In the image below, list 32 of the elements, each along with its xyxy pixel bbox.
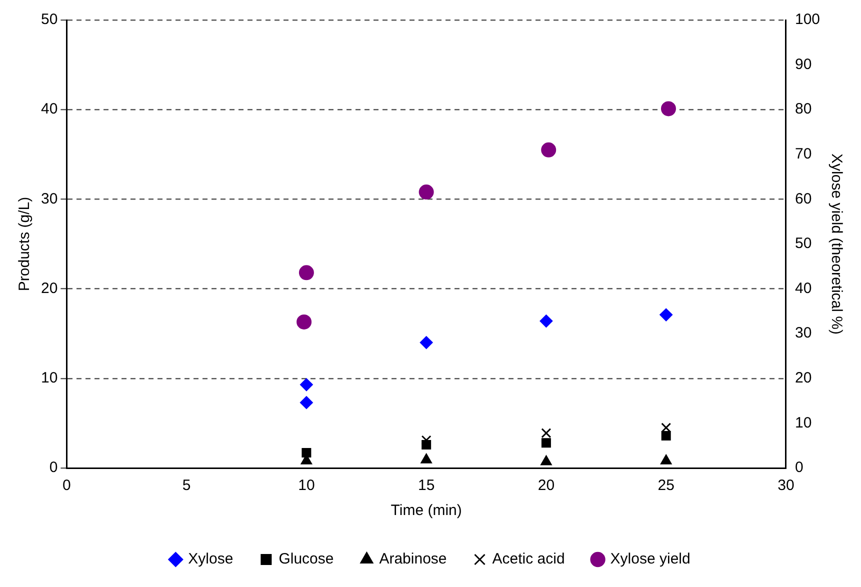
legend-label: Arabinose xyxy=(379,550,447,568)
y-tick-label: 30 xyxy=(40,190,58,208)
legend-label: Xylose yield xyxy=(610,550,690,568)
legend-label: Glucose xyxy=(278,550,334,568)
x-tick-label: 20 xyxy=(538,477,555,494)
y2-tick-label: 90 xyxy=(794,56,812,73)
y-tick-label: 20 xyxy=(40,280,58,297)
y2-tick-label: 100 xyxy=(794,11,820,28)
x-axis-title: Time (min) xyxy=(390,502,462,520)
y-axis-title: Products (g/L) xyxy=(16,196,34,292)
y2-tick-label: 40 xyxy=(794,280,812,297)
x-tick-label: 0 xyxy=(62,477,71,494)
legend-label: Xylose xyxy=(188,550,234,568)
y2-tick-label: 10 xyxy=(794,414,812,432)
y2-tick-label: 80 xyxy=(794,100,812,118)
x-tick-label: 15 xyxy=(418,477,435,494)
x-tick-label: 30 xyxy=(778,477,794,494)
legend-label: Acetic acid xyxy=(492,550,565,568)
y2-tick-label: 70 xyxy=(794,146,812,163)
y2-tick-label: 20 xyxy=(794,370,812,387)
y2-tick-label: 0 xyxy=(794,459,804,476)
y2-tick-label: 50 xyxy=(794,235,812,252)
y2-tick-label: 30 xyxy=(794,324,812,342)
y-tick-label: 40 xyxy=(40,100,58,118)
y2-axis-title: Xylose yield (theoretical %) xyxy=(828,154,845,334)
x-tick-label: 5 xyxy=(182,477,191,494)
y-tick-label: 10 xyxy=(40,370,58,387)
y-tick-label: 0 xyxy=(49,459,58,476)
x-tick-label: 10 xyxy=(298,477,315,494)
y-tick-label: 50 xyxy=(40,11,58,28)
x-tick-label: 25 xyxy=(658,477,674,494)
y2-tick-label: 60 xyxy=(794,190,812,208)
